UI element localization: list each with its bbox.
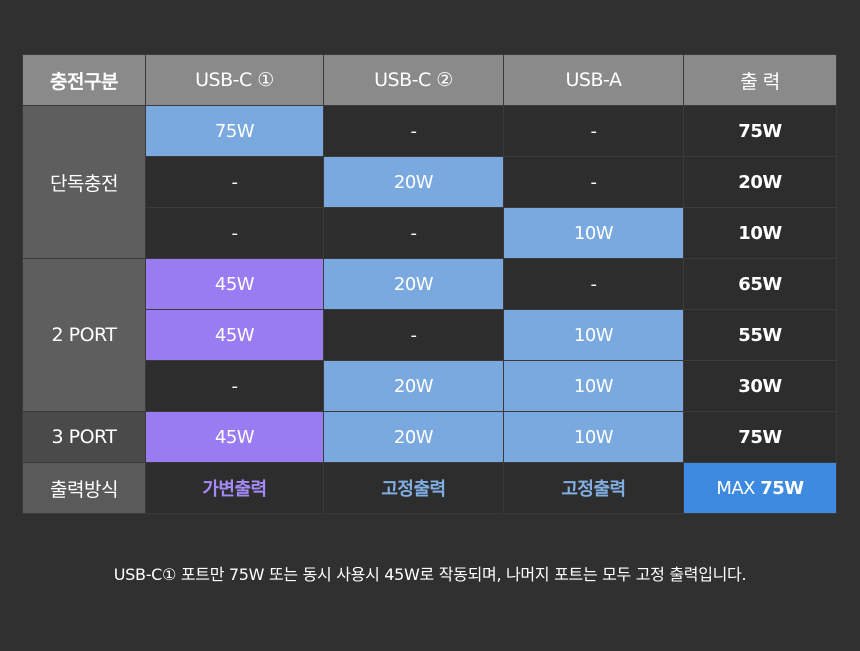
max-output: MAX 75W [683, 462, 837, 514]
cell: - [323, 207, 504, 259]
mode-fixed: 고정출력 [503, 462, 684, 514]
mode-fixed: 고정출력 [323, 462, 504, 514]
cell: 10W [503, 309, 684, 361]
header-usbc1: USB-C ① [145, 54, 324, 106]
group-mode: 출력방식 [22, 462, 146, 514]
mode-row: 출력방식 가변출력 고정출력 고정출력 MAX 75W [22, 462, 837, 514]
table-row: 45W - 10W 55W [23, 309, 837, 361]
cell: 45W [145, 411, 324, 463]
cell: 20W [323, 360, 504, 412]
group-three-port: 3 PORT [22, 411, 146, 463]
header-usbc2: USB-C ② [323, 54, 504, 106]
cell: 10W [503, 360, 684, 412]
header-row: 충전구분 USB-C ① USB-C ② USB-A 출 력 [22, 54, 837, 106]
output-cell: 55W [683, 309, 837, 361]
footnote: USB-C① 포트만 75W 또는 동시 사용시 45W로 작동되며, 나머지 … [113, 565, 747, 584]
cell: 20W [323, 411, 504, 463]
header-category: 충전구분 [22, 54, 146, 106]
cell: - [503, 105, 684, 157]
table-row: 단독충전 75W - - 75W [22, 105, 837, 259]
cell: 20W [323, 156, 504, 208]
mode-variable: 가변출력 [145, 462, 324, 514]
group-two-port: 2 PORT [22, 258, 146, 412]
cell: - [503, 156, 684, 208]
table-row: 3 PORT 45W 20W 10W 75W [22, 411, 837, 463]
group-single: 단독충전 [22, 105, 146, 259]
cell: - [145, 360, 324, 412]
cell: 45W [145, 258, 324, 310]
cell: - [145, 156, 324, 208]
cell: 45W [145, 309, 324, 361]
header-output: 출 력 [683, 54, 837, 106]
output-cell: 75W [683, 411, 837, 463]
header-usba: USB-A [503, 54, 684, 106]
cell: - [323, 309, 504, 361]
table-row: - 20W - 20W [23, 156, 837, 208]
cell: - [145, 207, 324, 259]
output-cell: 75W [683, 105, 837, 157]
output-cell: 30W [683, 360, 837, 412]
table-row: - 20W 10W 30W [23, 360, 837, 412]
cell: 10W [503, 207, 684, 259]
output-cell: 65W [683, 258, 837, 310]
table-row: - - 10W 10W [23, 207, 837, 259]
output-cell: 10W [683, 207, 837, 259]
max-value: 75W [760, 477, 804, 499]
cell: 20W [323, 258, 504, 310]
cell: 10W [503, 411, 684, 463]
output-cell: 20W [683, 156, 837, 208]
charging-spec-table: 충전구분 USB-C ① USB-C ② USB-A 출 력 단독충전 75W … [22, 54, 837, 514]
cell: 75W [145, 105, 324, 157]
table-row: 2 PORT 45W 20W - 65W [22, 258, 837, 412]
max-prefix: MAX [716, 477, 756, 499]
cell: - [323, 105, 504, 157]
cell: - [503, 258, 684, 310]
